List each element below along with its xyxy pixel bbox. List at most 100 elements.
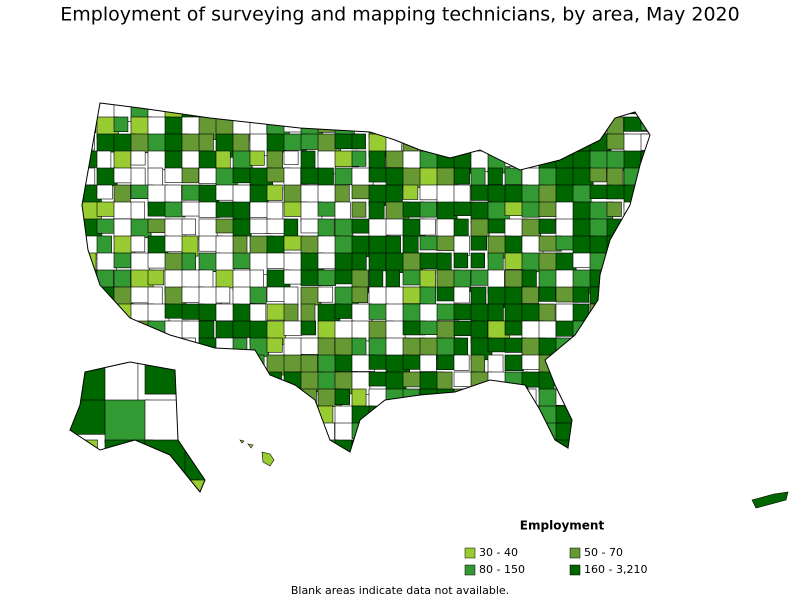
area-region [82,320,103,337]
area-region [283,388,299,409]
area-region [351,150,367,167]
area-region [198,422,215,441]
legend-label: 30 - 40 [479,546,518,559]
area-region [419,354,437,372]
area-region [181,388,197,403]
area-region [283,337,302,357]
area-region [96,252,117,272]
area-region [623,337,639,356]
area-region [283,405,300,429]
area-region [504,103,529,123]
area-region [555,388,577,406]
area-region [385,218,406,236]
area-region [555,439,573,452]
area-region [266,422,288,446]
area-region [198,354,217,374]
area-region [572,303,590,324]
area-region [538,354,554,375]
area-region [640,388,650,404]
area-region [572,371,596,390]
area-region [453,439,476,452]
area-region [572,103,594,117]
area-region [113,320,134,345]
area-region [402,405,419,426]
area-region [504,133,522,155]
area-region [470,269,490,286]
area-region [181,354,206,377]
area-region [266,103,282,117]
area-region [419,422,439,441]
area-region [623,371,641,389]
area-region [184,399,205,436]
area-region [419,184,440,201]
area-region [606,252,622,276]
area-region [521,133,539,158]
area-region [368,422,391,440]
area-region [334,320,355,341]
area-region [487,133,509,151]
area-region [317,337,336,357]
area-region [589,422,605,440]
area-region [640,439,650,452]
area-region [334,303,353,319]
area-region [470,116,487,132]
area-region [351,388,367,407]
area-region [470,103,496,117]
area-region [249,286,267,304]
legend-label: 160 - 3,210 [584,563,647,576]
area-region [113,337,138,359]
area-region [436,439,452,452]
area-region [283,303,299,324]
area-region [589,405,611,428]
legend-title: Employment [520,519,605,533]
area-region [215,354,238,370]
area-region [368,252,387,272]
area-region [351,286,369,303]
area-region [368,337,387,357]
area-region [266,405,286,430]
area-region [113,150,132,170]
area-region [487,303,504,322]
area-region [436,103,453,123]
area-region [572,150,593,169]
area-region [538,201,559,217]
area-region [453,201,474,216]
area-region [181,422,205,439]
area-region [538,167,559,187]
area-region [436,422,456,447]
area-region [470,354,486,373]
area-region [266,184,283,201]
area-region [640,218,650,242]
area-region [232,439,249,452]
area-region [215,286,231,304]
area-region [504,167,523,185]
area-region [232,422,254,447]
area-region [640,405,650,423]
area-region [147,286,163,305]
area-region [130,337,154,359]
area-region [572,388,590,404]
area-region [504,201,525,216]
area-region [368,371,389,387]
area-region [572,286,590,303]
area-region [555,116,573,140]
area-region [606,422,624,446]
area-region [606,103,626,114]
area-region [104,439,153,489]
area-region [181,371,199,392]
puerto-rico [751,491,789,509]
area-region [623,235,639,255]
area-region [368,103,392,121]
area-region [198,167,218,184]
area-region [249,405,269,426]
area-region [70,399,106,435]
area-region [623,354,645,372]
area-region [130,133,150,153]
area-region [453,116,469,133]
area-region [623,320,639,339]
area-region [453,354,470,371]
area-region [215,422,236,440]
area-region [104,362,139,405]
area-region [555,354,573,374]
area-region [266,388,287,409]
